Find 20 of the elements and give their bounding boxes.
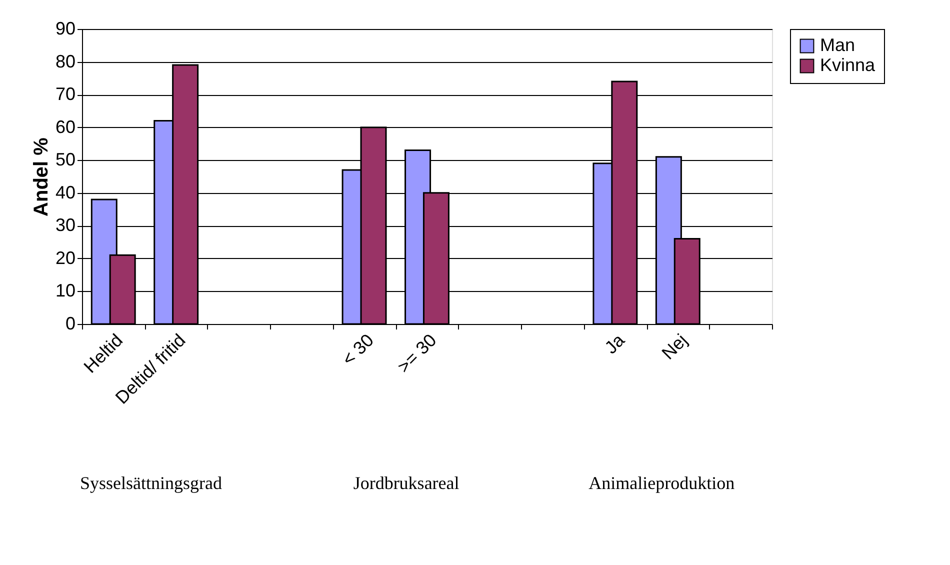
y-tick-label: 50 (55, 150, 76, 170)
y-tick-label: 90 (55, 18, 76, 38)
y-tick-label: 30 (55, 215, 76, 236)
y-tick-label: 0 (65, 314, 76, 334)
y-tick-label: 80 (55, 51, 76, 72)
x-tick-label: < 30 (338, 330, 378, 370)
x-tick-label: Ja (600, 329, 630, 358)
legend-label: Kvinna (820, 55, 876, 75)
text: Sysselsättningsgrad (80, 473, 222, 493)
y-tick-label: 70 (55, 84, 76, 104)
text: Jordbruksareal (353, 473, 460, 493)
y-tick-label: 20 (55, 248, 76, 268)
y-tick-label: 10 (55, 280, 76, 301)
y-tick-label: 40 (55, 182, 76, 202)
x-tick-label: >= 30 (394, 330, 440, 377)
legend-label: Man (820, 35, 856, 55)
y-axis-title: Andel % (30, 137, 52, 216)
text: Animalieproduktion (588, 473, 735, 493)
y-tick-label: 60 (55, 116, 76, 137)
x-tick-label: Nej (658, 330, 692, 364)
